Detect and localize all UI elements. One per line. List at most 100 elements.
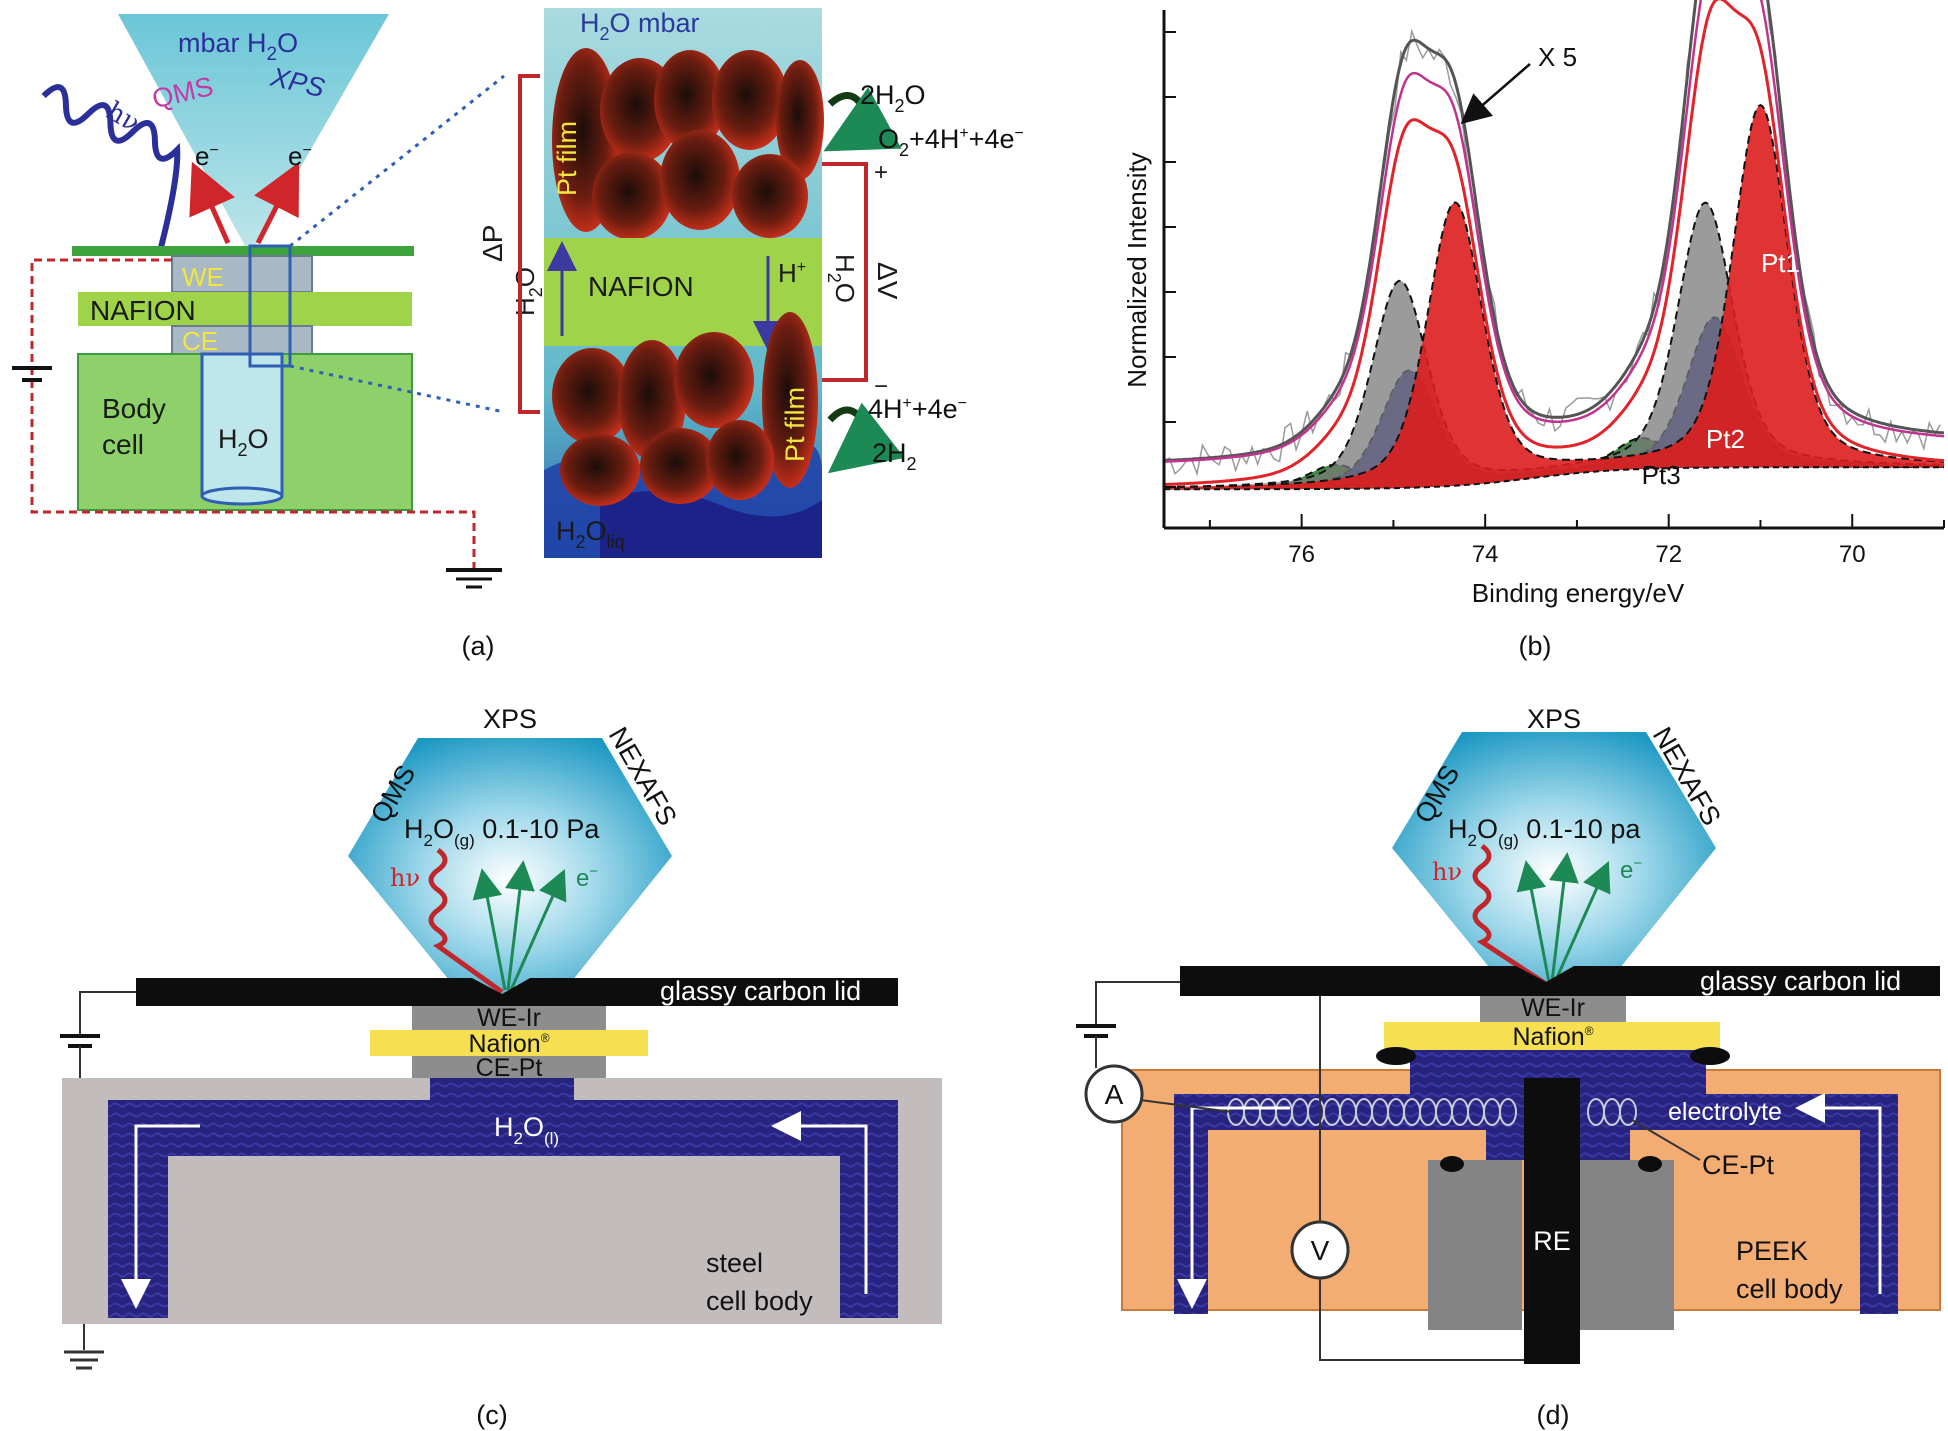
x-tick-label-72: 72 <box>1655 541 1682 568</box>
zoom-liq-label: H2Oliq <box>556 516 625 552</box>
water-tube-bottom <box>200 486 284 506</box>
we-block-c <box>412 1006 606 1030</box>
x5-arrow <box>1460 63 1531 125</box>
we-label-c: WE-Ir <box>477 1004 541 1032</box>
voltmeter-label-d: V <box>1311 1235 1330 1266</box>
panel-c: XPS QMS NEXAFS H2O(g) 0.1-10 Pa hν e− gl… <box>60 704 942 1430</box>
zoom-h2o-left-label: H2O <box>510 267 546 316</box>
photon-wave-d <box>1472 843 1548 987</box>
ce-label-d: CE-Pt <box>1702 1150 1775 1180</box>
label-pt2: Pt2 <box>1706 424 1745 454</box>
re-housing-left-d <box>1428 1160 1522 1330</box>
magnified-fit <box>1164 0 1945 463</box>
water-label-c: H2O(l) <box>494 1112 559 1148</box>
lid-d <box>1180 966 1940 996</box>
water-tube <box>200 352 284 498</box>
ammeter-d <box>1084 1064 1144 1124</box>
circuit-wire-c <box>79 991 136 1036</box>
gas-label-d: H2O(g) 0.1-10 pa <box>1448 814 1641 850</box>
xps-chart: 76 74 72 70 Binding energy/eV Normalized Inte… <box>1122 0 1945 608</box>
we-block-d <box>1480 996 1626 1022</box>
circuit-wire-a <box>30 258 476 568</box>
cell-label: cell <box>102 429 144 460</box>
electron-arrow-c-2 <box>504 860 535 991</box>
electron-arrow-c-3 <box>509 869 567 991</box>
ammeter-label-d: A <box>1105 1079 1124 1110</box>
panel-d: XPS QMS NEXAFS H2O(g) 0.1-10 pa hν e− gl… <box>1076 704 1941 1430</box>
ce-label-c: CE-Pt <box>476 1054 543 1082</box>
envelope-fit <box>1164 0 1945 486</box>
flow-arrow-left-d <box>1177 1106 1290 1309</box>
reaction-arrow-bottom <box>827 402 905 474</box>
pt-film-bottom-label: Pt film <box>780 387 810 462</box>
ammeter-wire-d <box>1139 1099 1233 1113</box>
zoom-top-label: H2O mbar <box>580 8 700 44</box>
delta-v-label: ΔV <box>872 262 903 300</box>
panel-a: mbar H2O QMS XPS hν e− e− WE NAFION CE B… <box>12 8 1024 661</box>
lid-label-d: glassy carbon lid <box>1700 966 1901 996</box>
reaction-arrow-top <box>823 87 902 152</box>
label-pt1: Pt1 <box>1761 248 1800 278</box>
nafion-label: NAFION <box>90 295 196 326</box>
we-label: WE <box>182 262 224 292</box>
plus-sign: + <box>874 159 888 186</box>
nafion-d <box>1384 1022 1720 1050</box>
component-pt1 <box>1164 105 1944 490</box>
nafion-label-c: Nafion® <box>468 1030 549 1058</box>
reference-electrode-d <box>1524 1078 1580 1364</box>
body-label-1-d: PEEK <box>1736 1236 1808 1266</box>
flow-arrow-right-c <box>771 1111 868 1294</box>
rxn-top-2: O2+4H++4e− <box>878 124 1024 160</box>
nafion-label-d: Nafion® <box>1512 1023 1593 1051</box>
caption-d: (d) <box>1537 1400 1570 1430</box>
zoom-nafion-label: NAFION <box>588 271 694 302</box>
y-axis-label: Normalized Intensity <box>1122 152 1152 388</box>
ce-label: CE <box>182 326 218 356</box>
caption-a: (a) <box>462 631 495 661</box>
electron-label-c: e− <box>576 863 598 892</box>
body-label-1-c: steel <box>706 1248 763 1278</box>
rxn-bottom-2: 2H2 <box>872 438 917 474</box>
delta-p-label: ΔP <box>477 225 508 262</box>
baseline <box>1164 466 1944 491</box>
body-label-2-c: cell body <box>706 1286 813 1316</box>
cone-label: mbar H2O <box>178 28 298 65</box>
ce-pointer-d <box>1631 1119 1701 1161</box>
gas-label-c: H2O(g) 0.1-10 Pa <box>404 814 600 850</box>
flow-arrow-right-d <box>1795 1093 1882 1294</box>
ce-block-c <box>412 1056 606 1080</box>
voltmeter-wire-bottom-d <box>1319 1278 1524 1361</box>
electrolyte-label-d: electrolyte <box>1668 1098 1782 1126</box>
seal-left-d <box>1376 1047 1416 1065</box>
re-housing-right-d <box>1580 1160 1674 1330</box>
tube-water-label: H2O <box>218 424 269 460</box>
electron-arrow-1 <box>189 161 236 245</box>
electron-arrow-2 <box>254 162 300 245</box>
electron-label-1: e− <box>195 141 219 171</box>
pt-grains-bottom <box>552 312 818 506</box>
rxn-bottom-1: 4H++4e− <box>868 394 967 424</box>
electron-arrow-d-2 <box>1548 852 1579 983</box>
pt-grains-top <box>552 48 824 240</box>
hplus-label: H+ <box>778 258 806 288</box>
caption-c: (c) <box>476 1400 507 1430</box>
lid-c <box>136 978 898 1006</box>
x-tick-label-70: 70 <box>1839 541 1866 568</box>
delta-p-bracket <box>518 74 540 414</box>
electron-arrow-d-3 <box>1553 861 1611 983</box>
circuit-wire-d <box>1095 981 1180 1026</box>
ce-pt-coil-d <box>1227 1098 1637 1126</box>
zoom-box <box>248 244 292 368</box>
x-axis-label: Binding energy/eV <box>1472 578 1685 608</box>
electron-label-d: e− <box>1620 855 1642 884</box>
lid-label-c: glassy carbon lid <box>660 976 861 1006</box>
re-seal-right-d <box>1638 1156 1662 1172</box>
hv-label: hν <box>101 96 144 138</box>
water-channel-c <box>108 1078 898 1318</box>
electron-arrow-d-1 <box>1516 860 1551 983</box>
we-label-d: WE-Ir <box>1521 994 1585 1022</box>
rxn-top-1: 2H2O <box>860 80 926 116</box>
re-seal-left-d <box>1440 1156 1464 1172</box>
hv-label-c: hν <box>390 864 420 892</box>
